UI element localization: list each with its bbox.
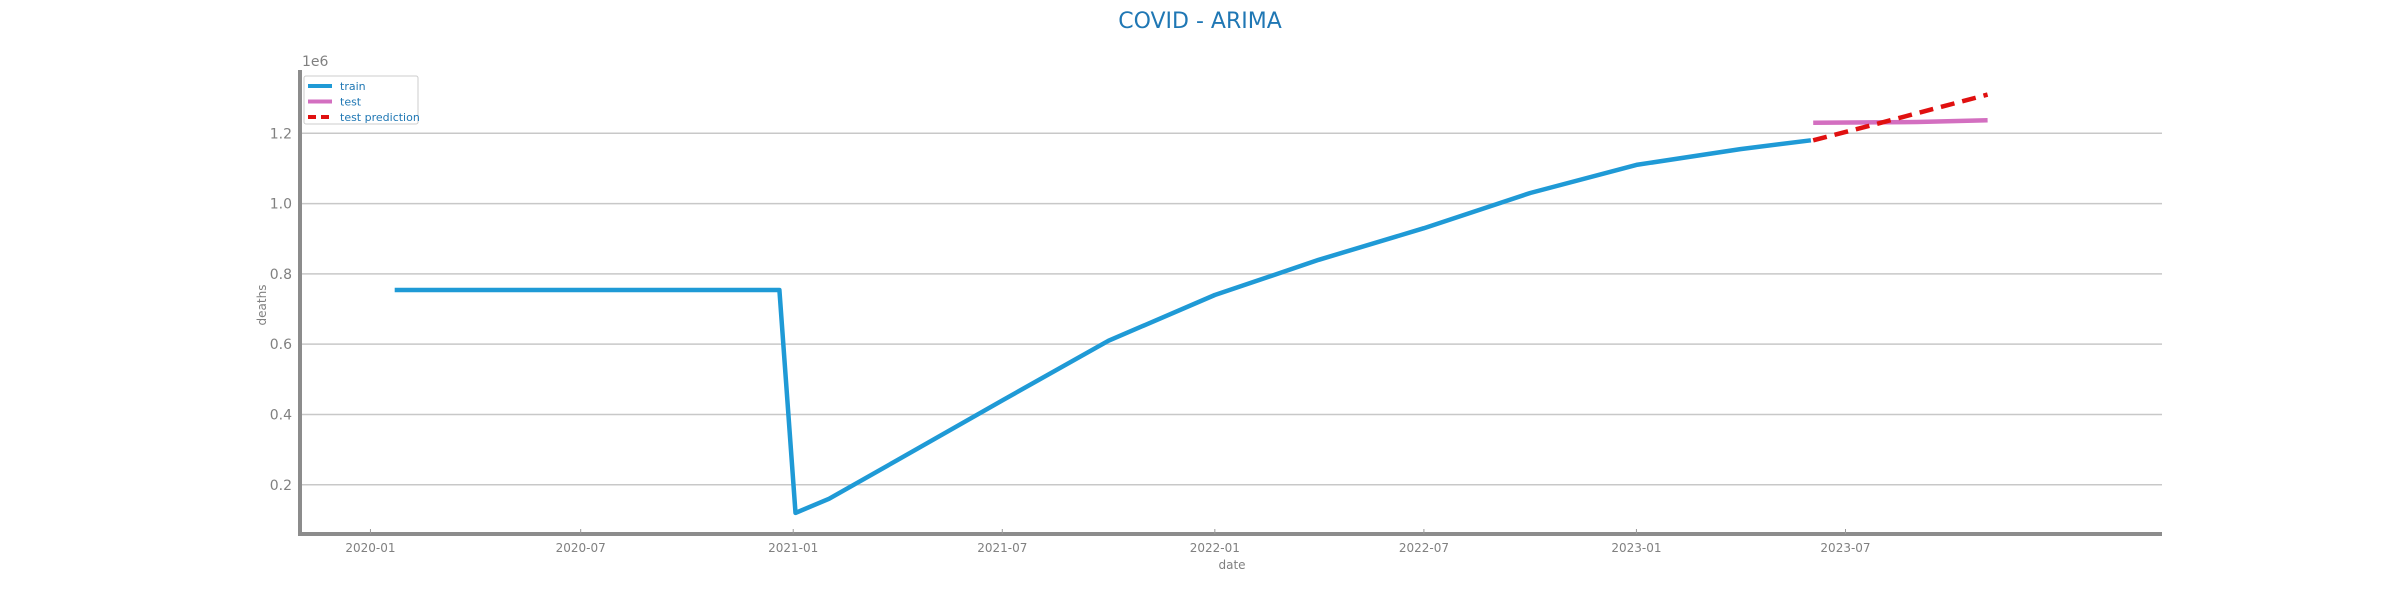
x-tick-label: 2022-01 — [1190, 541, 1240, 555]
x-tick-label: 2023-07 — [1820, 541, 1870, 555]
x-tick-label: 2022-07 — [1399, 541, 1449, 555]
legend-item-test-prediction: test prediction — [340, 111, 420, 124]
legend-box — [303, 75, 419, 125]
y-ticks: 0.2 0.4 0.6 0.8 1.0 1.2 — [270, 126, 292, 494]
x-axis-label: date — [1218, 558, 1245, 572]
axes — [298, 70, 2162, 536]
legend-item-train: train — [340, 80, 366, 93]
y-tick-label: 0.6 — [270, 337, 292, 353]
y-axis-label: deaths — [255, 285, 269, 326]
x-tick-label: 2020-07 — [556, 541, 606, 555]
series-test-line — [1813, 118, 1988, 125]
series-test-prediction-line — [1812, 92, 1989, 143]
x-tick-label: 2021-01 — [768, 541, 818, 555]
y-tick-label: 1.2 — [270, 126, 292, 142]
series-layer — [394, 92, 1989, 516]
legend-item-test: test — [340, 96, 362, 109]
gridlines — [300, 132, 2162, 486]
x-ticks: 2020-01 2020-07 2021-01 2021-07 2022-01 2022-… — [345, 529, 1871, 555]
chart-title: COVID - ARIMA — [1118, 9, 1282, 34]
y-tick-label: 1.0 — [270, 197, 292, 213]
x-tick-label: 2023-01 — [1611, 541, 1661, 555]
y-tick-label: 0.8 — [270, 267, 292, 283]
series-train-line — [394, 138, 1812, 516]
y-axis-offset-label: 1e6 — [302, 54, 329, 70]
y-tick-label: 0.2 — [270, 478, 292, 494]
x-tick-label: 2020-01 — [345, 541, 395, 555]
x-tick-label: 2021-07 — [977, 541, 1027, 555]
legend: train test test prediction — [303, 75, 420, 125]
y-tick-label: 0.4 — [270, 407, 292, 423]
